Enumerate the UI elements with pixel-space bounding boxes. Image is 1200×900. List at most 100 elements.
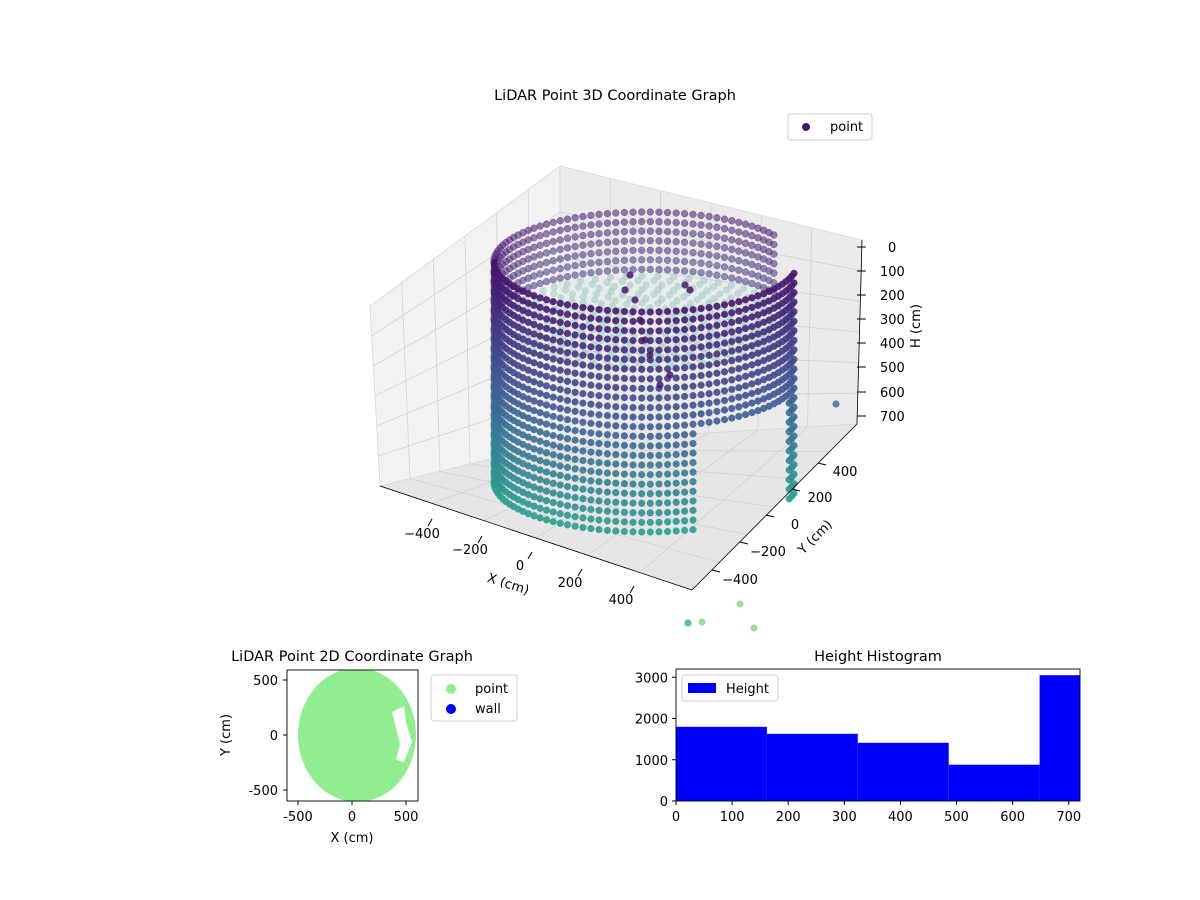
data-point [556, 404, 564, 413]
legend-label-wall: wall [475, 702, 501, 717]
data-point [587, 486, 595, 494]
data-point [735, 237, 743, 246]
data-point [603, 440, 612, 448]
data-point [689, 258, 697, 266]
data-point [689, 449, 697, 457]
data-point [697, 269, 705, 277]
histogram-bar [1039, 675, 1080, 801]
data-point [642, 294, 650, 303]
data-point [720, 348, 729, 357]
data-point [697, 333, 705, 341]
data-point [563, 396, 572, 405]
data-point [646, 413, 654, 421]
data-point [655, 470, 663, 479]
data-point [592, 290, 601, 298]
y-tick-label-2d: -500 [248, 784, 278, 799]
y-tick-label: 0 [791, 518, 799, 533]
data-point [536, 399, 544, 407]
outlier-point [736, 600, 744, 608]
data-point [663, 403, 672, 411]
data-point [672, 469, 680, 478]
data-point [728, 385, 736, 394]
data-point [603, 364, 612, 372]
data-point [680, 229, 689, 237]
data-point [655, 355, 663, 364]
data-point [705, 332, 713, 340]
data-point [638, 227, 646, 235]
data-point [728, 245, 736, 254]
data-point [603, 325, 612, 334]
data-point [646, 365, 654, 374]
data-point [713, 214, 721, 222]
data-point [680, 507, 689, 515]
data-point [530, 435, 538, 443]
data-point [785, 437, 793, 446]
histogram-bar [766, 733, 858, 801]
data-point [646, 308, 654, 316]
data-point [638, 413, 646, 421]
data-point [536, 428, 544, 436]
data-point [705, 303, 713, 312]
data-point [603, 459, 612, 468]
data-point [720, 387, 729, 395]
data-point [563, 358, 572, 366]
data-point [629, 403, 637, 412]
data-point [530, 330, 538, 338]
data-point [689, 439, 697, 448]
data-point [748, 251, 756, 259]
data-point [638, 442, 646, 450]
data-point [595, 249, 603, 257]
data-point [539, 287, 547, 295]
data-point [603, 238, 612, 246]
data-point [697, 221, 705, 229]
data-point [646, 256, 654, 264]
data-point [663, 470, 672, 478]
data-point [785, 428, 793, 436]
data-point [631, 296, 639, 304]
data-point [646, 480, 654, 488]
z-tick-label: 500 [880, 361, 905, 376]
data-point [629, 451, 637, 459]
data-point [549, 237, 557, 246]
data-point [741, 343, 750, 352]
data-point [646, 394, 654, 402]
data-point [697, 391, 705, 399]
data-point [638, 308, 646, 316]
data-point [629, 327, 637, 335]
data-point [620, 218, 629, 226]
data-point [629, 461, 637, 469]
data-point [638, 365, 646, 374]
data-point [654, 286, 662, 294]
data-point [603, 488, 612, 496]
data-point [680, 293, 688, 301]
data-point [571, 455, 579, 463]
data-point [549, 297, 557, 306]
data-point [563, 215, 572, 223]
data-point [735, 412, 743, 421]
data-point [689, 516, 697, 524]
data-point [748, 270, 756, 278]
data-point [563, 253, 572, 262]
data-point [610, 282, 618, 291]
data-point [591, 275, 599, 283]
data-point [655, 317, 663, 326]
data-point [670, 273, 678, 281]
x-tick-label: 100 [720, 810, 745, 825]
data-point [638, 327, 646, 335]
data-point [646, 375, 654, 383]
data-point [620, 307, 629, 316]
data-point [689, 497, 697, 505]
x-tick-label: 300 [832, 810, 857, 825]
data-point [658, 281, 666, 290]
data-point [680, 459, 689, 468]
data-point [663, 413, 672, 421]
z-tick-label: 300 [880, 313, 905, 328]
data-point [754, 387, 762, 396]
outlier-point [698, 618, 706, 626]
data-point [680, 316, 689, 324]
data-point [646, 351, 654, 359]
data-point [536, 504, 544, 512]
data-point [754, 349, 762, 357]
data-point [542, 277, 551, 286]
data-point [536, 251, 544, 259]
